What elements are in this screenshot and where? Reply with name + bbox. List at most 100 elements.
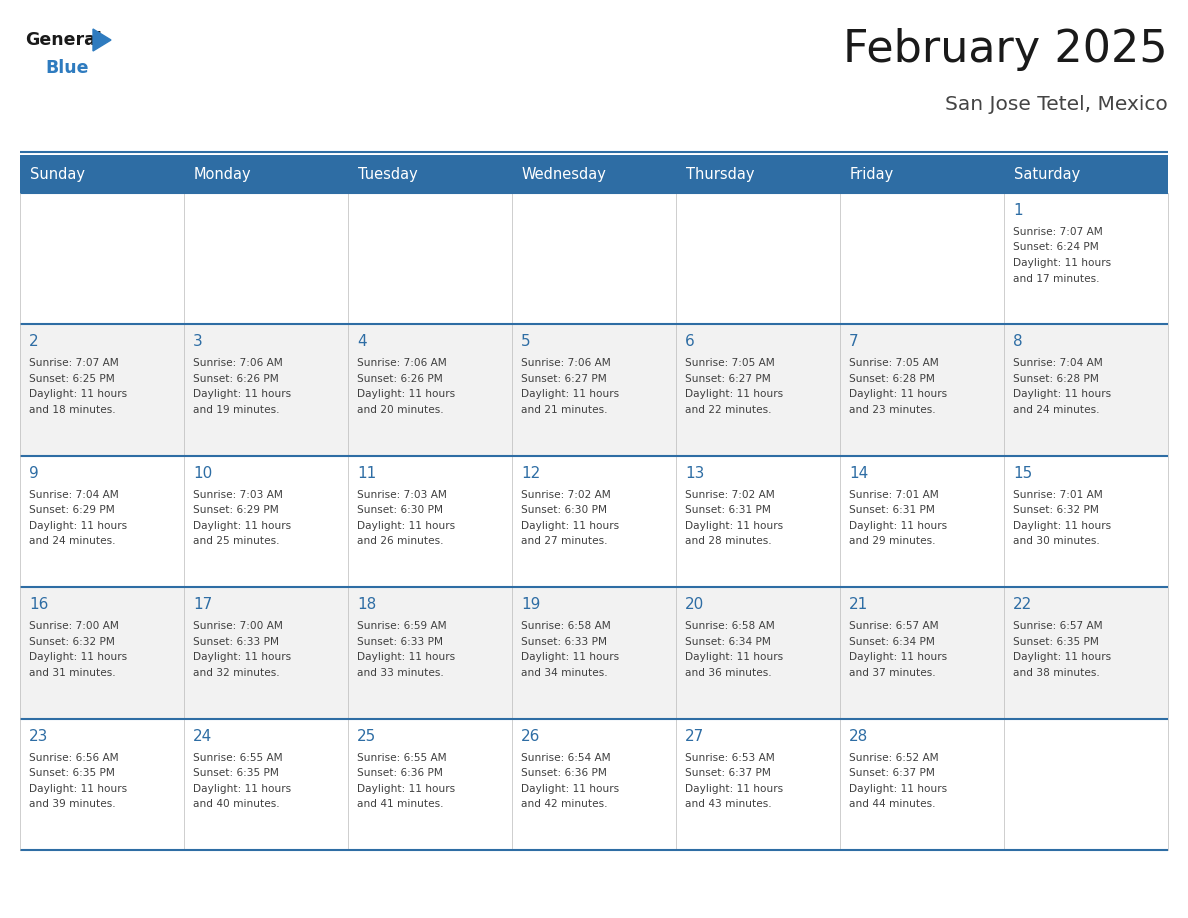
Text: Tuesday: Tuesday (358, 166, 418, 182)
Text: Sunset: 6:27 PM: Sunset: 6:27 PM (685, 374, 771, 384)
Bar (348, 324, 512, 456)
Bar (1004, 155, 1168, 193)
Text: Sunset: 6:27 PM: Sunset: 6:27 PM (522, 374, 607, 384)
Bar (20, 324, 184, 456)
Text: and 29 minutes.: and 29 minutes. (849, 536, 935, 546)
Text: Sunset: 6:35 PM: Sunset: 6:35 PM (1013, 637, 1099, 646)
Text: Sunset: 6:31 PM: Sunset: 6:31 PM (849, 505, 935, 515)
Text: Sunset: 6:37 PM: Sunset: 6:37 PM (685, 768, 771, 778)
Text: and 41 minutes.: and 41 minutes. (358, 799, 443, 809)
Text: 10: 10 (192, 465, 213, 481)
Text: Wednesday: Wednesday (522, 166, 607, 182)
Bar (512, 324, 676, 456)
Text: and 42 minutes.: and 42 minutes. (522, 799, 607, 809)
Text: Sunrise: 7:03 AM: Sunrise: 7:03 AM (358, 490, 447, 499)
Text: 20: 20 (685, 598, 704, 612)
Bar (20, 155, 184, 193)
Text: Daylight: 11 hours: Daylight: 11 hours (849, 652, 947, 662)
Bar (1004, 456, 1168, 588)
Text: Sunrise: 6:57 AM: Sunrise: 6:57 AM (849, 621, 939, 632)
Text: Friday: Friday (849, 166, 895, 182)
Text: Sunrise: 6:58 AM: Sunrise: 6:58 AM (522, 621, 611, 632)
Text: Thursday: Thursday (685, 166, 754, 182)
Bar (840, 193, 1004, 324)
Text: and 25 minutes.: and 25 minutes. (192, 536, 279, 546)
Bar (512, 456, 676, 588)
Text: Sunset: 6:36 PM: Sunset: 6:36 PM (522, 768, 607, 778)
Text: and 31 minutes.: and 31 minutes. (29, 667, 115, 677)
Text: 19: 19 (522, 598, 541, 612)
Text: Sunset: 6:32 PM: Sunset: 6:32 PM (1013, 505, 1099, 515)
Text: and 21 minutes.: and 21 minutes. (522, 405, 607, 415)
Text: Daylight: 11 hours: Daylight: 11 hours (1013, 258, 1111, 268)
Text: 1: 1 (1013, 203, 1023, 218)
Text: and 26 minutes.: and 26 minutes. (358, 536, 443, 546)
Text: Daylight: 11 hours: Daylight: 11 hours (1013, 521, 1111, 531)
Bar (348, 193, 512, 324)
Bar (348, 719, 512, 850)
Text: Sunset: 6:29 PM: Sunset: 6:29 PM (29, 505, 115, 515)
Bar (676, 193, 840, 324)
Text: Sunrise: 7:06 AM: Sunrise: 7:06 AM (358, 358, 447, 368)
Bar (840, 155, 1004, 193)
Bar (1004, 588, 1168, 719)
Bar (1004, 324, 1168, 456)
Text: 12: 12 (522, 465, 541, 481)
Text: Daylight: 11 hours: Daylight: 11 hours (29, 521, 127, 531)
Text: Sunrise: 6:59 AM: Sunrise: 6:59 AM (358, 621, 447, 632)
Text: Sunrise: 6:55 AM: Sunrise: 6:55 AM (192, 753, 283, 763)
Text: Sunset: 6:33 PM: Sunset: 6:33 PM (192, 637, 279, 646)
Text: Sunrise: 7:01 AM: Sunrise: 7:01 AM (1013, 490, 1102, 499)
Text: Daylight: 11 hours: Daylight: 11 hours (192, 652, 291, 662)
Text: Daylight: 11 hours: Daylight: 11 hours (522, 784, 619, 793)
Text: Sunset: 6:35 PM: Sunset: 6:35 PM (29, 768, 115, 778)
Text: General: General (25, 31, 102, 49)
Text: Sunrise: 7:05 AM: Sunrise: 7:05 AM (849, 358, 939, 368)
Text: Sunrise: 6:58 AM: Sunrise: 6:58 AM (685, 621, 775, 632)
Text: Daylight: 11 hours: Daylight: 11 hours (358, 652, 455, 662)
Text: San Jose Tetel, Mexico: San Jose Tetel, Mexico (946, 95, 1168, 114)
Text: Sunrise: 6:57 AM: Sunrise: 6:57 AM (1013, 621, 1102, 632)
Text: Sunday: Sunday (30, 166, 86, 182)
Text: 4: 4 (358, 334, 367, 350)
Text: and 18 minutes.: and 18 minutes. (29, 405, 115, 415)
Text: 5: 5 (522, 334, 531, 350)
Text: 7: 7 (849, 334, 859, 350)
Text: Daylight: 11 hours: Daylight: 11 hours (685, 389, 783, 399)
Text: and 30 minutes.: and 30 minutes. (1013, 536, 1100, 546)
Polygon shape (93, 29, 110, 51)
Text: 2: 2 (29, 334, 39, 350)
Text: Sunset: 6:28 PM: Sunset: 6:28 PM (849, 374, 935, 384)
Text: Daylight: 11 hours: Daylight: 11 hours (685, 784, 783, 793)
Text: Sunrise: 7:01 AM: Sunrise: 7:01 AM (849, 490, 939, 499)
Text: Sunset: 6:37 PM: Sunset: 6:37 PM (849, 768, 935, 778)
Text: Daylight: 11 hours: Daylight: 11 hours (358, 389, 455, 399)
Text: 13: 13 (685, 465, 704, 481)
Text: Sunset: 6:26 PM: Sunset: 6:26 PM (192, 374, 279, 384)
Text: Sunrise: 7:04 AM: Sunrise: 7:04 AM (29, 490, 119, 499)
Text: and 34 minutes.: and 34 minutes. (522, 667, 607, 677)
Bar (676, 719, 840, 850)
Text: Daylight: 11 hours: Daylight: 11 hours (1013, 652, 1111, 662)
Text: 25: 25 (358, 729, 377, 744)
Bar (348, 588, 512, 719)
Text: Daylight: 11 hours: Daylight: 11 hours (29, 784, 127, 793)
Text: 3: 3 (192, 334, 203, 350)
Text: Sunset: 6:31 PM: Sunset: 6:31 PM (685, 505, 771, 515)
Text: Saturday: Saturday (1015, 166, 1080, 182)
Text: 15: 15 (1013, 465, 1032, 481)
Bar (1004, 719, 1168, 850)
Text: 21: 21 (849, 598, 868, 612)
Text: 11: 11 (358, 465, 377, 481)
Text: and 44 minutes.: and 44 minutes. (849, 799, 935, 809)
Text: Sunset: 6:35 PM: Sunset: 6:35 PM (192, 768, 279, 778)
Text: Sunrise: 6:53 AM: Sunrise: 6:53 AM (685, 753, 775, 763)
Text: Sunset: 6:32 PM: Sunset: 6:32 PM (29, 637, 115, 646)
Bar (20, 456, 184, 588)
Text: Sunrise: 7:07 AM: Sunrise: 7:07 AM (1013, 227, 1102, 237)
Bar (184, 324, 348, 456)
Text: and 24 minutes.: and 24 minutes. (29, 536, 115, 546)
Text: Sunset: 6:30 PM: Sunset: 6:30 PM (522, 505, 607, 515)
Text: Daylight: 11 hours: Daylight: 11 hours (522, 521, 619, 531)
Bar (20, 588, 184, 719)
